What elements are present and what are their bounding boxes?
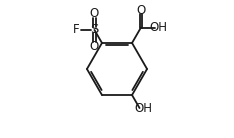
Text: OH: OH [134, 102, 152, 115]
Text: S: S [90, 23, 99, 36]
Text: F: F [73, 23, 80, 36]
Text: O: O [90, 40, 99, 53]
Text: O: O [90, 7, 99, 20]
Text: O: O [136, 4, 146, 17]
Text: OH: OH [149, 21, 167, 34]
